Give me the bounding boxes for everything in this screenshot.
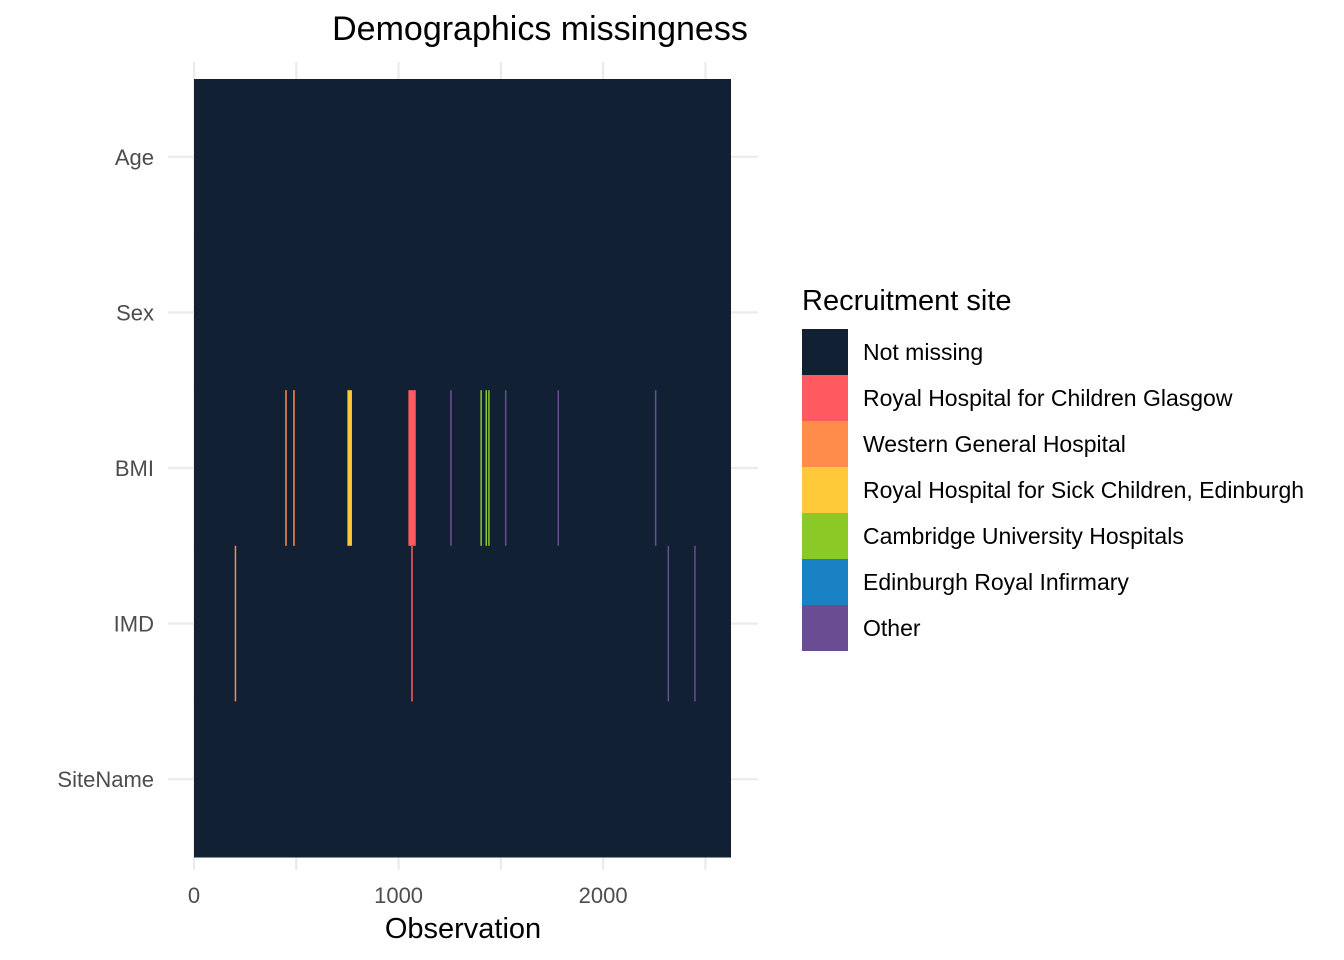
- heatmap-tiles: [194, 79, 731, 858]
- missing-tile: [504, 390, 507, 546]
- missing-tile: [667, 545, 670, 702]
- legend-swatch: [802, 329, 848, 375]
- legend-label: Not missing: [863, 339, 983, 365]
- missing-tile: [347, 390, 352, 546]
- legend-label: Cambridge University Hospitals: [863, 523, 1184, 549]
- tile-row-bmi: [194, 390, 731, 547]
- missing-tile: [654, 390, 657, 546]
- chart-title: Demographics missingness: [332, 10, 748, 48]
- legend-item: Not missing: [802, 329, 983, 375]
- tile-row-age: [194, 79, 731, 236]
- missing-tile: [488, 390, 490, 546]
- legend-item: Cambridge University Hospitals: [802, 513, 1184, 559]
- legend: Recruitment site Not missing Royal Hospit…: [802, 285, 1304, 651]
- legend-swatch: [802, 559, 848, 605]
- x-axis-title: Observation: [385, 913, 541, 945]
- missing-tile: [408, 390, 416, 546]
- missing-tile: [694, 545, 696, 702]
- legend-item: Royal Hospital for Sick Children, Edinbu…: [802, 467, 1304, 513]
- tile-row-sex: [194, 234, 731, 391]
- missing-tile: [450, 390, 452, 546]
- legend-swatch: [802, 421, 848, 467]
- x-axis-ticks: 0 1000 2000: [188, 883, 628, 908]
- legend-item: Other: [802, 605, 921, 651]
- legend-swatch: [802, 605, 848, 651]
- missing-tile: [285, 390, 287, 546]
- legend-items: Not missing Royal Hospital for Children G…: [802, 329, 1304, 651]
- legend-label: Edinburgh Royal Infirmary: [863, 569, 1129, 595]
- tile-row-imd: [194, 545, 731, 702]
- missing-tile: [411, 545, 413, 702]
- y-tick-label: IMD: [114, 612, 154, 637]
- legend-swatch: [802, 467, 848, 513]
- x-tick-label: 2000: [579, 883, 628, 908]
- missing-tile: [480, 390, 482, 546]
- x-tick-label: 0: [188, 883, 200, 908]
- legend-item: Western General Hospital: [802, 421, 1126, 467]
- tile-row-sitename: [194, 701, 731, 858]
- legend-item: Royal Hospital for Children Glasgow: [802, 375, 1233, 421]
- legend-item: Edinburgh Royal Infirmary: [802, 559, 1129, 605]
- legend-swatch: [802, 375, 848, 421]
- legend-label: Western General Hospital: [863, 431, 1126, 457]
- y-tick-label: Sex: [116, 300, 154, 325]
- missing-tile: [557, 390, 560, 546]
- legend-label: Royal Hospital for Sick Children, Edinbu…: [863, 477, 1304, 503]
- y-tick-label: SiteName: [57, 767, 154, 792]
- missing-tile: [234, 545, 237, 702]
- y-tick-label: BMI: [115, 456, 154, 481]
- y-tick-label: Age: [115, 145, 154, 170]
- missing-tile: [485, 390, 488, 546]
- legend-swatch: [802, 513, 848, 559]
- x-tick-label: 1000: [374, 883, 423, 908]
- legend-label: Other: [863, 615, 921, 641]
- legend-label: Royal Hospital for Children Glasgow: [863, 385, 1233, 411]
- missing-tile: [293, 390, 295, 546]
- legend-title: Recruitment site: [802, 285, 1012, 317]
- y-axis-ticks: Age Sex BMI IMD SiteName: [57, 145, 154, 792]
